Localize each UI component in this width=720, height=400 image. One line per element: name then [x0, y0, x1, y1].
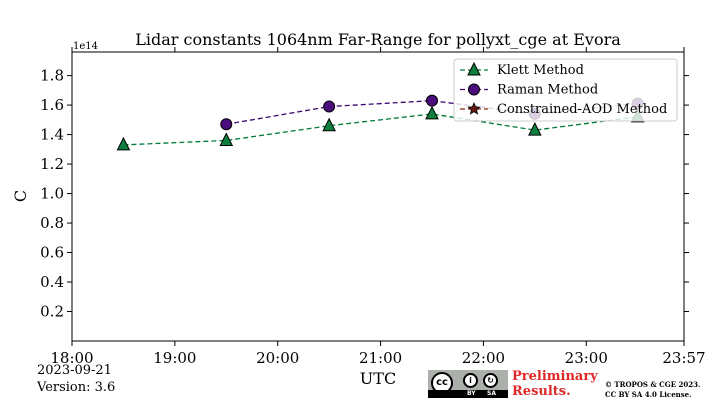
- y-tick-label: 1.0: [40, 185, 64, 203]
- x-tick-label: 21:00: [359, 349, 402, 367]
- x-tick-label: 18:00: [50, 349, 93, 367]
- date-label: 2023-09-21: [37, 363, 112, 378]
- copyright-note: © TROPOS & CGE 2023. CC BY SA 4.0 Licens…: [605, 380, 700, 400]
- legend-label: Constrained-AOD Method: [497, 102, 667, 117]
- y-tick-label: 0.4: [40, 273, 64, 291]
- by-attribution-icon: i: [463, 373, 478, 388]
- legend-marker-triangle: [467, 61, 481, 76]
- data-point-triangle: [116, 136, 131, 151]
- preliminary-line-1: Preliminary: [512, 369, 598, 384]
- x-tick-label: 19:00: [153, 349, 196, 367]
- y-offset-label: 1e14: [73, 41, 98, 52]
- y-tick-label: 0.6: [40, 244, 64, 262]
- legend-box: [453, 58, 678, 122]
- data-point-circle: [220, 118, 233, 131]
- x-tick-label: 22:00: [462, 349, 505, 367]
- data-point-circle: [323, 100, 336, 113]
- chart-title: Lidar constants 1064nm Far-Range for pol…: [135, 30, 621, 49]
- plot-frame: [71, 51, 685, 342]
- x-tick-label: 20:00: [256, 349, 299, 367]
- license-bar: [428, 390, 508, 398]
- version-label: Version: 3.6: [37, 380, 116, 395]
- series-line-triangle: [123, 113, 638, 146]
- sa-label: SA: [487, 390, 496, 397]
- legend-label: Klett Method: [497, 63, 584, 78]
- y-tick-label: 1.6: [40, 96, 64, 114]
- by-label: BY: [467, 390, 476, 397]
- data-point-triangle: [528, 122, 542, 136]
- y-axis-label: C: [11, 190, 30, 202]
- y-tick-label: 0.2: [40, 303, 64, 321]
- x-axis-label: UTC: [360, 369, 396, 388]
- y-tick-label: 1.8: [40, 67, 64, 85]
- data-point-triangle: [425, 105, 439, 120]
- cc-license-badge: cc i ↻ BY SA: [428, 370, 508, 398]
- preliminary-line-2: Results.: [512, 384, 571, 399]
- preliminary-results-note: Preliminary Results.: [512, 369, 598, 399]
- data-point-triangle: [219, 132, 234, 146]
- y-tick-label: 1.4: [40, 126, 64, 144]
- legend-marker-circle: [468, 83, 480, 96]
- y-tick-label: 1.2: [40, 155, 64, 173]
- copyright-line-1: © TROPOS & CGE 2023.: [605, 380, 701, 389]
- legend-label: Raman Method: [497, 83, 598, 98]
- y-tick-label: 0.8: [40, 214, 64, 232]
- copyright-line-2: CC BY SA 4.0 License.: [605, 390, 692, 399]
- data-point-circle: [426, 94, 438, 107]
- x-tick-label: 23:00: [565, 349, 608, 367]
- x-tick-label: 23:57: [662, 349, 705, 367]
- legend-marker-star: [467, 101, 481, 115]
- data-point-triangle: [322, 117, 336, 132]
- share-alike-icon: ↻: [483, 373, 498, 388]
